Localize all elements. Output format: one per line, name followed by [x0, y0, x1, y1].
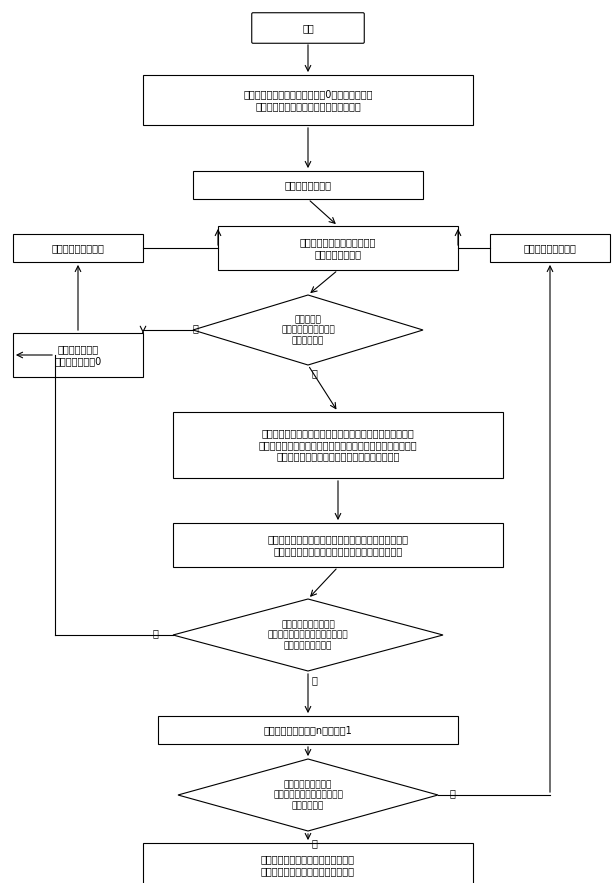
Bar	[13, 333, 143, 377]
Text: 初始化打哈欠状态累加器的值为0，预设定嘴部轮
廓高宽比阈值和打哈欠状态累加阈值的值: 初始化打哈欠状态累加器的值为0，预设定嘴部轮 廓高宽比阈值和打哈欠状态累加阈值的…	[243, 89, 373, 110]
Text: 读取下一帧视频图像: 读取下一帧视频图像	[524, 243, 577, 253]
Bar	[218, 226, 458, 270]
Text: 是: 是	[311, 838, 317, 848]
Text: 否: 否	[192, 323, 198, 333]
Text: 提取出当前帧视频图像的人脸图像区域中的嘴部特征区
域轮廓，计算当前帧视频图像中的嘴部轮廓高宽比: 提取出当前帧视频图像的人脸图像区域中的嘴部特征区 域轮廓，计算当前帧视频图像中的…	[267, 534, 408, 555]
Text: 判定视频图像中人脸图像处于打哈欠
动作状态，输出打哈欠动作指示信息: 判定视频图像中人脸图像处于打哈欠 动作状态，输出打哈欠动作指示信息	[261, 854, 355, 876]
Polygon shape	[178, 759, 438, 831]
Bar	[173, 412, 503, 478]
Bar	[490, 234, 610, 262]
Text: 调用面部匹配模板，采用主动形状模型匹配算法进行匹配定
位，确定面部匹配模板在当前帧视频图像的人脸图像区域中各
个面部特征区域对应的特征区域轮廓的实际形状: 调用面部匹配模板，采用主动形状模型匹配算法进行匹配定 位，确定面部匹配模板在当前…	[259, 428, 417, 462]
Text: 否: 否	[152, 628, 158, 638]
Text: 判断当前帧视频图像中
嘴部轮廓高宽比是否大于预设定的
嘴部轮廓高宽比阈值: 判断当前帧视频图像中 嘴部轮廓高宽比是否大于预设定的 嘴部轮廓高宽比阈值	[268, 620, 348, 650]
Text: 是: 是	[311, 368, 317, 378]
Text: 否: 否	[449, 788, 455, 798]
Bar	[173, 523, 503, 567]
Bar	[143, 843, 473, 883]
Bar	[193, 171, 423, 199]
Bar	[13, 234, 143, 262]
Polygon shape	[193, 295, 423, 365]
Text: 读取下一帧视频图像: 读取下一帧视频图像	[52, 243, 105, 253]
Bar	[158, 716, 458, 744]
Text: 读取一帧视频图像: 读取一帧视频图像	[285, 180, 331, 190]
Text: 采用级联分类器对当前帧视频
图像进行人脸检测: 采用级联分类器对当前帧视频 图像进行人脸检测	[300, 238, 376, 259]
Polygon shape	[173, 599, 443, 671]
FancyBboxPatch shape	[252, 12, 364, 43]
Text: 是: 是	[311, 675, 317, 685]
Bar	[143, 75, 473, 125]
Text: 判定当前帧
视频图像中是否检测到
人脸图像区域: 判定当前帧 视频图像中是否检测到 人脸图像区域	[281, 315, 335, 345]
Text: 开始: 开始	[302, 23, 314, 33]
Text: 判断当前打哈欠状态
累加器的值是否已等于打哈欠
状态累加阈值: 判断当前打哈欠状态 累加器的值是否已等于打哈欠 状态累加阈值	[273, 780, 343, 810]
Text: 令打哈欠状态累
加器的值重置为0: 令打哈欠状态累 加器的值重置为0	[54, 344, 102, 366]
Text: 令打哈欠状态累加器n的值累加1: 令打哈欠状态累加器n的值累加1	[264, 725, 352, 735]
